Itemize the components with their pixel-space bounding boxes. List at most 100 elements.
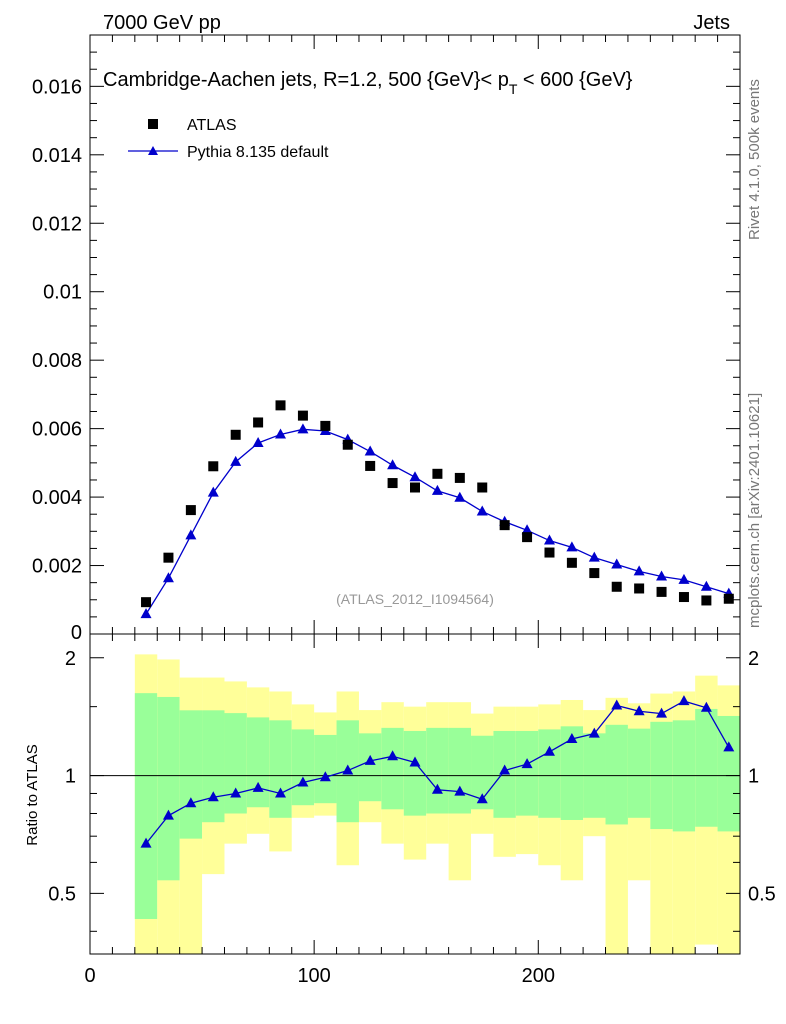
x-tick-label: 100 — [297, 965, 330, 987]
band-inner-bin — [202, 710, 225, 823]
ratio-pythia-point — [700, 701, 712, 712]
main-y-tick-label: 0.014 — [32, 145, 82, 167]
legend-pythia-label: Pythia 8.135 default — [187, 144, 329, 161]
ratio-pythia-series — [140, 695, 735, 848]
pythia-point — [656, 570, 668, 581]
band-inner-bin — [471, 735, 494, 810]
ratio-pythia-point — [633, 705, 645, 716]
x-tick-label: 200 — [522, 965, 555, 987]
pythia-point — [207, 486, 219, 497]
main-y-tick-label: 0.012 — [32, 213, 82, 235]
band-inner-bin — [515, 730, 539, 816]
pythia-point — [543, 534, 555, 545]
atlas-point — [342, 439, 353, 450]
atlas-point — [410, 482, 420, 493]
legend-atlas-marker — [148, 119, 158, 129]
ratio-pythia-point — [543, 745, 555, 756]
atlas-point — [701, 595, 712, 606]
pythia-point — [140, 608, 152, 619]
ratio-pythia-point — [342, 764, 354, 775]
ratio-pythia-point — [588, 727, 600, 738]
ratio-y-tick-label-right: 0.5 — [748, 883, 776, 905]
pythia-point — [588, 551, 600, 562]
ratio-pythia-point — [319, 771, 331, 782]
main-y-tick-label: 0.004 — [32, 487, 82, 509]
band-inner-bin — [134, 693, 158, 920]
pythia-point — [185, 529, 197, 540]
legend-atlas-label: ATLAS — [187, 117, 237, 134]
atlas-point — [499, 520, 510, 531]
ratio-y-tick-label: 0.5 — [48, 883, 76, 905]
main-y-tick-label: 0.008 — [32, 350, 82, 372]
header-left-label: 7000 GeV pp — [103, 12, 221, 34]
ratio-pythia-point — [454, 785, 466, 796]
ratio-pythia-point — [431, 783, 443, 794]
pythia-point — [162, 572, 174, 583]
band-inner-bin — [358, 733, 382, 802]
ratio-pythia-point — [656, 707, 668, 718]
band-inner-bin — [695, 708, 718, 827]
main-y-tick-label: 0.006 — [32, 419, 82, 441]
chart-title: Cambridge-Aachen jets, R=1.2, 500 {GeV}<… — [103, 69, 633, 97]
atlas-point — [678, 592, 689, 603]
band-inner-bin — [157, 696, 180, 881]
atlas-point — [589, 568, 600, 579]
atlas-point — [454, 472, 465, 483]
ratio-pythia-point — [611, 699, 623, 710]
atlas-point — [723, 593, 734, 604]
atlas-point — [141, 597, 152, 608]
atlas-point — [544, 547, 555, 558]
atlas-point — [656, 586, 667, 597]
header-right-label: Jets — [693, 12, 730, 34]
band-inner-bin — [224, 713, 247, 814]
pythia-point — [566, 541, 578, 552]
mcplots-label: mcplots.cern.ch [arXiv:2401.10621] — [746, 393, 763, 628]
band-inner-bin — [269, 720, 292, 818]
atlas-point — [611, 581, 622, 592]
analysis-reference: (ATLAS_2012_I1094564) — [336, 591, 494, 607]
atlas-series — [141, 400, 734, 608]
atlas-point — [230, 429, 241, 440]
x-tick-label: 0 — [84, 965, 95, 987]
ratio-pythia-point — [723, 741, 735, 752]
ratio-pythia-point — [409, 756, 421, 767]
band-inner-bin — [717, 715, 740, 832]
ratio-pythia-point — [185, 797, 197, 808]
legend: ATLAS Pythia 8.135 default — [128, 117, 329, 161]
atlas-point — [522, 532, 533, 543]
band-inner-bin — [426, 727, 449, 814]
pythia-point — [252, 437, 264, 448]
pythia-point — [678, 573, 690, 584]
rivet-label: Rivet 4.1.0, 500k events — [746, 79, 763, 240]
ratio-pythia-point — [364, 754, 376, 765]
ratio-pythia-point — [140, 837, 152, 848]
pythia-point — [431, 484, 443, 495]
atlas-point — [163, 552, 174, 563]
pythia-point — [700, 580, 712, 591]
ratio-axis-ticks: 0.5 0.5 1 1 2 2 0 100 200 — [48, 634, 776, 987]
pythia-point — [521, 524, 533, 535]
atlas-point — [365, 460, 376, 471]
atlas-point — [297, 410, 308, 421]
pythia-point — [476, 505, 488, 516]
ratio-ylabel: Ratio to ATLAS — [24, 744, 41, 845]
band-inner-bin — [538, 729, 561, 818]
atlas-point — [208, 461, 219, 472]
ratio-pythia-point — [162, 809, 174, 820]
main-y-tick-label: 0.002 — [32, 556, 82, 578]
atlas-point — [432, 468, 443, 479]
pythia-point — [364, 445, 376, 456]
atlas-point — [477, 482, 488, 493]
ratio-pythia-point — [297, 776, 309, 787]
ratio-y-tick-label-right: 1 — [748, 766, 759, 788]
atlas-point — [185, 505, 196, 516]
legend-pythia-marker — [148, 146, 158, 155]
ratio-y-tick-label: 1 — [65, 766, 76, 788]
atlas-point — [275, 400, 286, 411]
band-inner-bin — [448, 727, 472, 814]
atlas-point — [634, 583, 645, 594]
main-y-zero-label: 0 — [71, 622, 82, 644]
atlas-point — [253, 417, 264, 428]
ratio-pythia-point — [252, 781, 264, 792]
